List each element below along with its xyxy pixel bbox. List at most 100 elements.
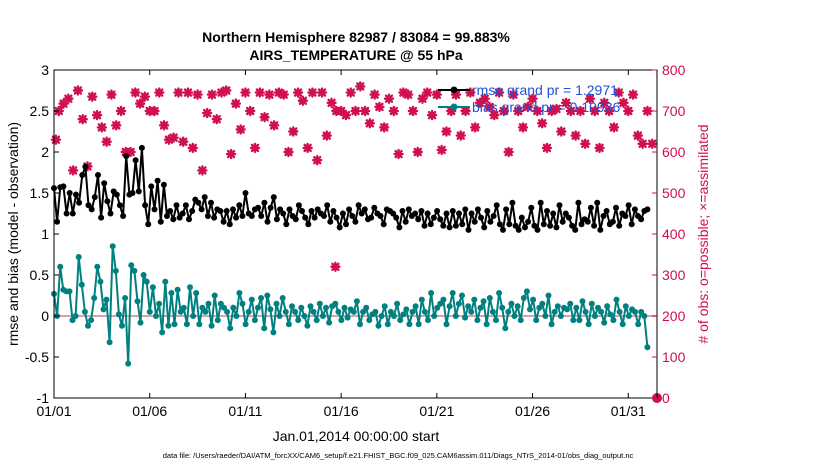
obs-assimilated-point (556, 126, 567, 137)
bias-point (434, 304, 441, 311)
rmse-point (399, 208, 406, 214)
bias-point (221, 304, 227, 311)
bias-point (211, 292, 218, 299)
rmse-point (396, 224, 403, 231)
rmse-point (201, 194, 208, 201)
obs-assimilated-point (350, 105, 361, 117)
rmse-point (273, 216, 280, 223)
bias-point (248, 296, 255, 303)
rmse-point (597, 226, 604, 233)
obs-assimilated-point (268, 120, 280, 131)
obs-assimilated-point (417, 93, 428, 104)
bias-point (517, 317, 524, 324)
bias-point (100, 306, 107, 313)
bias-point (372, 308, 379, 315)
bias-point (103, 296, 110, 303)
bias-point (230, 304, 237, 311)
bias-point (224, 308, 231, 315)
y-right-tick-label: 300 (662, 267, 686, 283)
bias-point (446, 303, 453, 310)
bias-point (493, 317, 499, 324)
bias-point (622, 303, 629, 310)
obs-assimilated-point (608, 122, 620, 133)
rmse-point (427, 221, 434, 228)
obs-assimilated-point (216, 87, 227, 98)
bias-point (378, 313, 385, 319)
obs-assimilated-point (187, 142, 198, 154)
bias-point (403, 306, 410, 313)
obs-assimilated-point (288, 126, 299, 137)
rmse-point (242, 190, 249, 196)
obs-assimilated-point (642, 105, 653, 117)
obs-assimilated-point (330, 261, 341, 272)
rmse-point (421, 222, 428, 229)
rmse-point (267, 204, 274, 211)
obs-assimilated-point (178, 136, 189, 147)
bias-point (112, 267, 119, 274)
rmse-point (361, 206, 368, 213)
rmse-point (333, 214, 340, 221)
obs-assimilated-point (412, 146, 423, 158)
rmse-point (405, 206, 412, 213)
obs-assimilated-point (182, 87, 194, 98)
bias-point (431, 313, 438, 319)
bias-point (162, 278, 169, 285)
rmse-point (465, 226, 472, 233)
x-tick-label: 01/11 (228, 403, 262, 419)
bias-point (143, 278, 150, 285)
rmse-point (537, 199, 544, 206)
bias-point (131, 267, 138, 274)
rmse-point (220, 218, 227, 225)
obs-assimilated-point (402, 89, 414, 100)
obs-assimilated-point (91, 109, 103, 121)
y-left-tick-label: 2 (41, 144, 49, 160)
obs-assimilated-point (173, 87, 184, 98)
obs-assimilated-point (292, 87, 304, 98)
obs-assimilated-point (273, 87, 285, 98)
rmse-point (204, 213, 211, 219)
rmse-point (562, 210, 569, 217)
rmse-point (456, 210, 462, 217)
rmse-point (151, 206, 158, 213)
bias-point (455, 300, 462, 307)
rmse-point (132, 157, 139, 164)
rmse-point (371, 204, 378, 211)
bias-point (502, 325, 509, 332)
rmse-point (352, 218, 359, 225)
bias-point (508, 300, 515, 307)
y-left-axis-label: rmse and bias (model - observation) (5, 122, 21, 346)
rmse-point (60, 183, 67, 190)
rmse-point (556, 202, 563, 209)
obs-assimilated-point (134, 98, 146, 109)
bias-point (78, 281, 85, 288)
bias-point (159, 329, 166, 336)
obs-assimilated-point (168, 132, 179, 143)
bias-point (245, 308, 252, 315)
bias-point (91, 295, 98, 301)
rmse-point (512, 222, 519, 229)
y-right-tick-label: 200 (662, 308, 686, 324)
rmse-point (415, 216, 422, 223)
bias-point (616, 308, 623, 315)
rmse-point (518, 214, 525, 221)
rmse-point (255, 204, 262, 211)
bias-point (483, 321, 490, 328)
rmse-point (575, 199, 582, 206)
obs-assimilated-point (158, 120, 170, 131)
legend-bias-marker (450, 103, 458, 111)
bias-point (205, 300, 212, 307)
obs-assimilated-point (441, 126, 452, 137)
x-tick-label: 01/21 (419, 403, 454, 419)
obs-assimilated-point (503, 146, 514, 158)
rmse-point (164, 213, 170, 219)
legend: rmse grand pr = 1.2971 bias grand pr = 0… (438, 82, 620, 115)
obs-assimilated-point (67, 165, 79, 176)
obs-assimilated-point (465, 87, 476, 98)
rmse-point (515, 226, 522, 233)
bias-point (499, 304, 506, 311)
obs-assimilated-point (111, 120, 122, 131)
x-tick-label: 01/16 (324, 403, 359, 419)
bias-point (282, 308, 289, 315)
obs-assimilated-point (369, 89, 380, 100)
obs-assimilated-point (618, 97, 629, 108)
